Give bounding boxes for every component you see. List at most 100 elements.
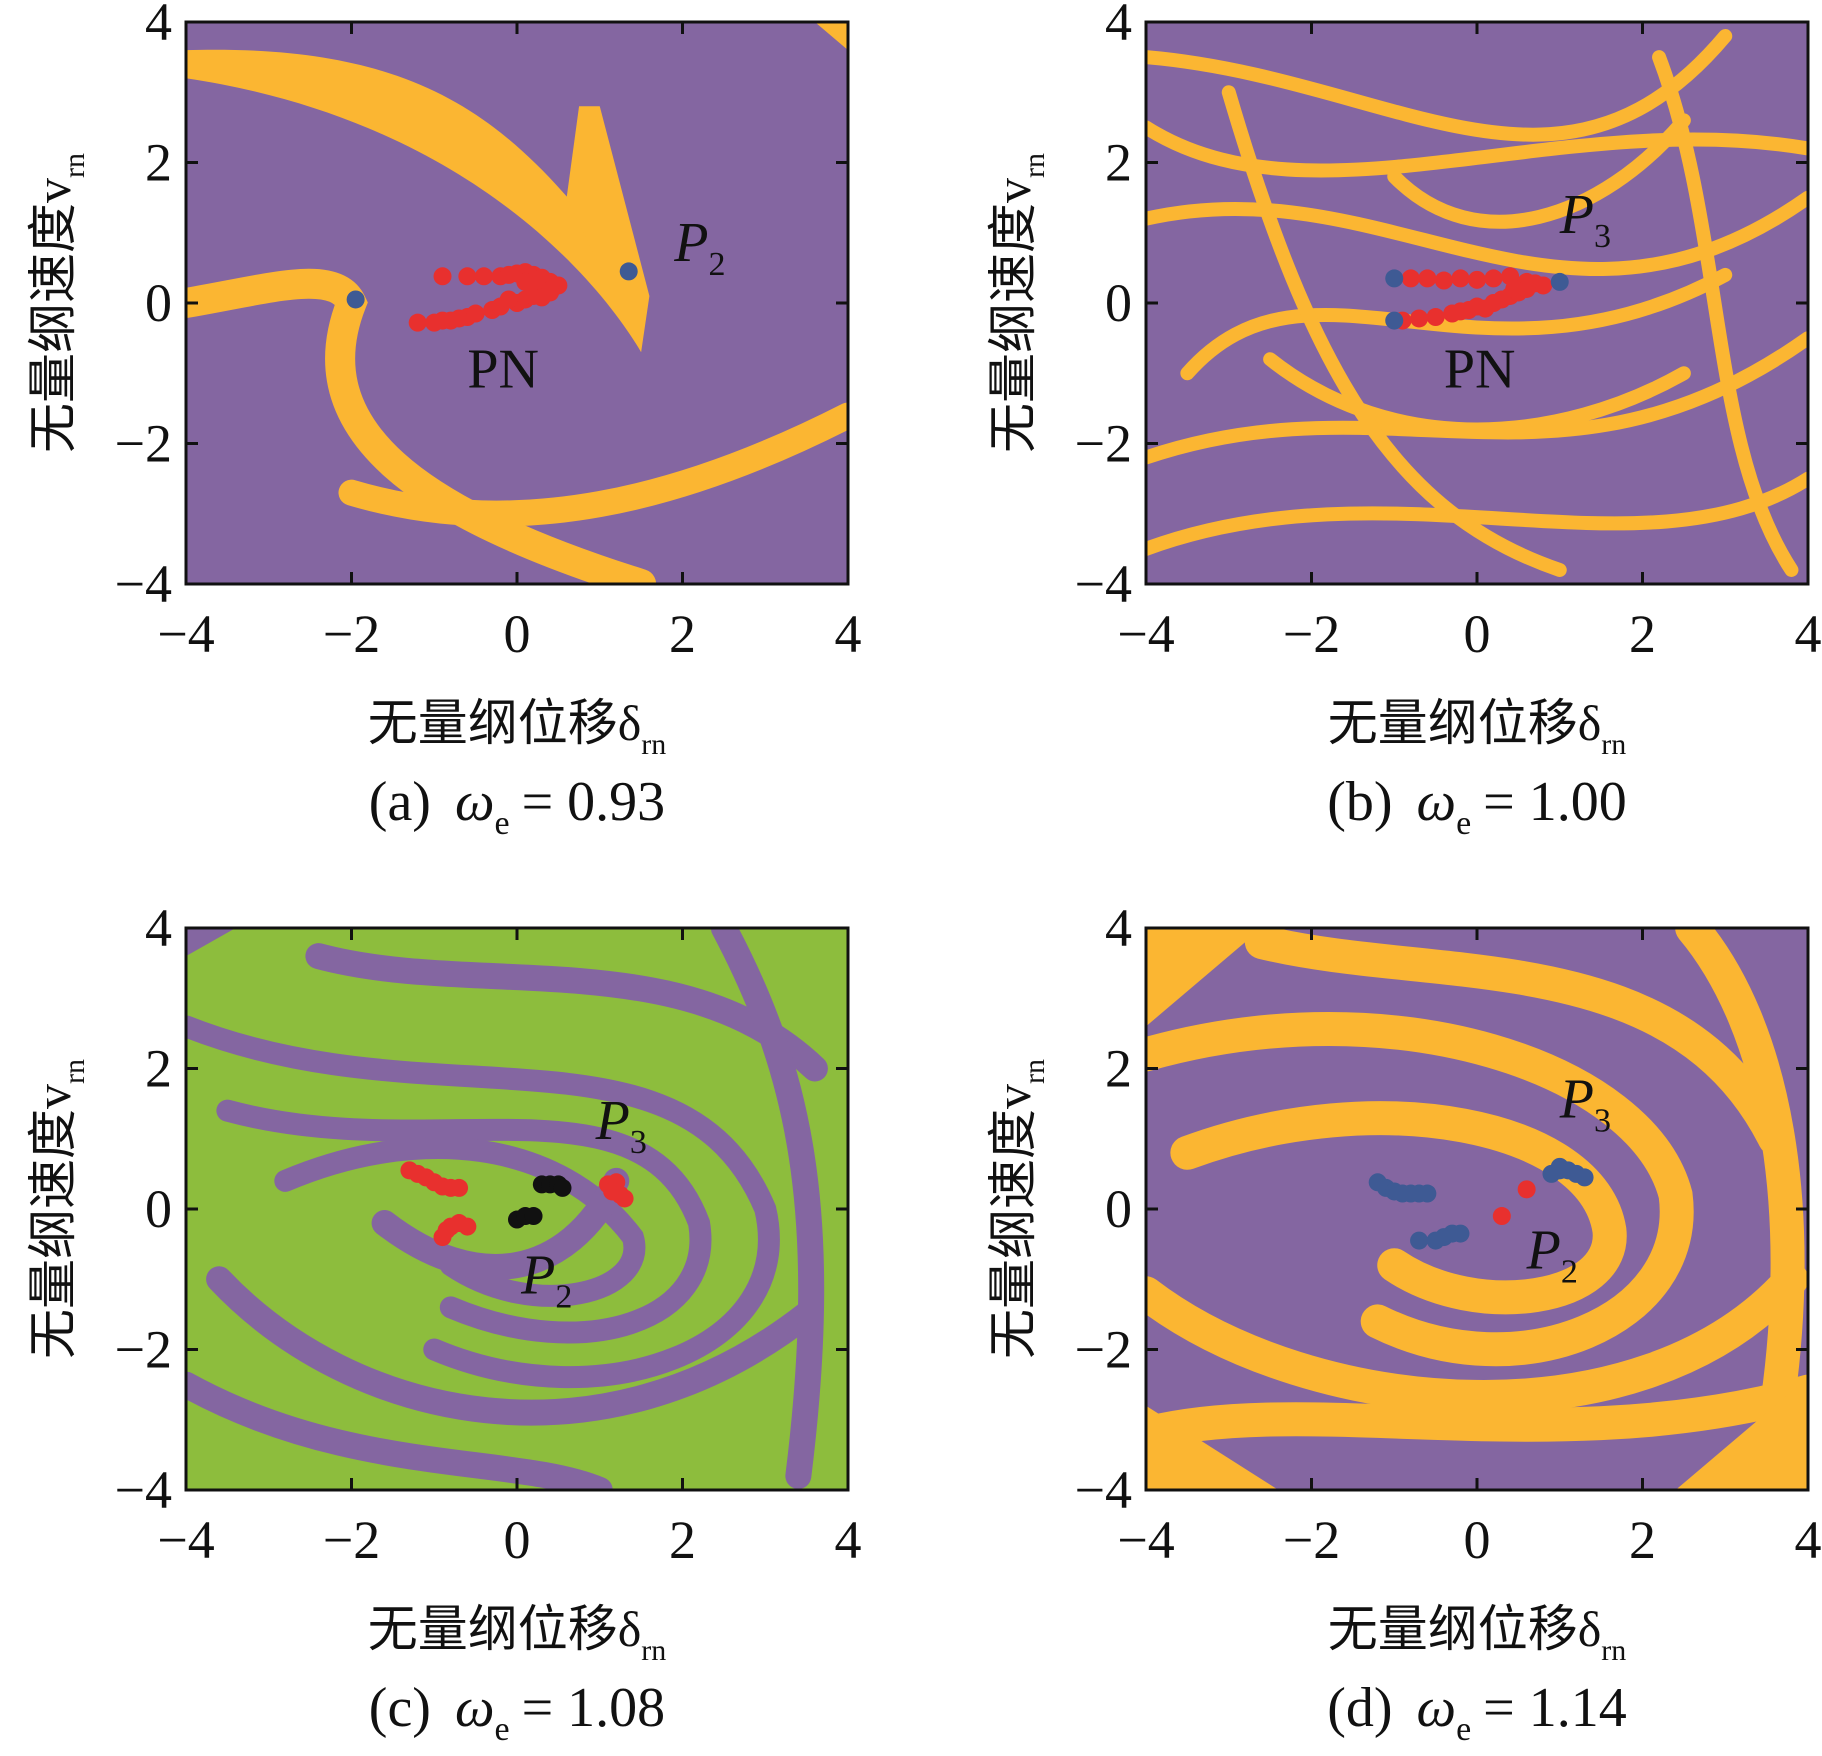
annotation-sub: 2 bbox=[1561, 1254, 1578, 1291]
annotation-main: P bbox=[520, 1244, 555, 1306]
caption-omega-sub: e bbox=[495, 805, 510, 842]
basin-band bbox=[371, 1167, 630, 1280]
x-axis-title-sub: rn bbox=[641, 1634, 666, 1667]
y-tick-label: 0 bbox=[145, 1179, 172, 1239]
data-point bbox=[1517, 1180, 1536, 1199]
x-tick-label: 4 bbox=[1795, 604, 1822, 664]
caption-omega-sub: e bbox=[1456, 805, 1471, 842]
annotation-label: P2 bbox=[673, 212, 725, 283]
plot-area bbox=[186, 928, 848, 1490]
panel-caption: (d) ωe = 1.14 bbox=[1327, 1677, 1627, 1748]
annotation-label: P3 bbox=[1559, 1069, 1611, 1140]
annotation-main: P bbox=[595, 1090, 630, 1152]
x-tick-label: −4 bbox=[1117, 604, 1174, 664]
y-axis-title: 无量纲速度vrn bbox=[25, 1059, 91, 1359]
y-axis-title-main: 无量纲速度v bbox=[985, 178, 1041, 453]
x-tick-label: 0 bbox=[504, 1510, 531, 1570]
caption-omega: ω bbox=[455, 771, 495, 833]
annotation-sub: 2 bbox=[555, 1278, 572, 1315]
data-point bbox=[474, 267, 493, 286]
caption-value: = 1.08 bbox=[522, 1677, 666, 1739]
data-point bbox=[1401, 269, 1420, 288]
data-point bbox=[466, 304, 485, 323]
y-tick-label: 2 bbox=[1105, 133, 1132, 193]
annotation-label: PN bbox=[467, 338, 539, 400]
basin-band bbox=[186, 268, 657, 584]
basin-band bbox=[1146, 29, 1733, 142]
x-axis-title: 无量纲位移δrn bbox=[1328, 1601, 1627, 1667]
data-point bbox=[450, 309, 469, 328]
panel-caption: (c) ωe = 1.08 bbox=[369, 1677, 665, 1748]
basin-region bbox=[1675, 1377, 1808, 1490]
caption-omega: ω bbox=[1417, 1677, 1457, 1739]
panel-caption: (b) ωe = 1.00 bbox=[1327, 771, 1627, 842]
basin-band bbox=[1675, 928, 1805, 1437]
x-tick-label: 4 bbox=[835, 1510, 862, 1570]
data-point bbox=[1505, 279, 1524, 298]
x-tick-label: 4 bbox=[835, 604, 862, 664]
data-point bbox=[1476, 299, 1495, 318]
basin-region bbox=[1146, 1405, 1279, 1490]
data-point bbox=[433, 267, 452, 286]
data-point bbox=[1410, 1231, 1429, 1250]
data-point bbox=[1575, 1168, 1594, 1187]
x-tick-label: 2 bbox=[1629, 604, 1656, 664]
x-axis-title: 无量纲位移δrn bbox=[368, 695, 667, 761]
annotation-label: PN bbox=[1444, 338, 1516, 400]
y-tick-label: 0 bbox=[145, 273, 172, 333]
annotation-main: PN bbox=[1444, 338, 1516, 400]
x-axis-title: 无量纲位移δrn bbox=[368, 1601, 667, 1667]
basin-band bbox=[338, 402, 848, 527]
data-point bbox=[1385, 269, 1404, 288]
data-point bbox=[458, 1217, 477, 1236]
x-tick-label: −2 bbox=[1283, 1510, 1340, 1570]
x-tick-label: 2 bbox=[669, 1510, 696, 1570]
annotation-label: P2 bbox=[1526, 1220, 1578, 1291]
annotation-main: P bbox=[1559, 1069, 1594, 1131]
data-point bbox=[346, 290, 365, 309]
data-point bbox=[1385, 311, 1404, 330]
y-tick-label: −4 bbox=[1075, 554, 1132, 614]
basin-region bbox=[566, 106, 650, 353]
y-axis-title-sub: rn bbox=[58, 153, 91, 178]
data-point bbox=[1468, 270, 1486, 289]
caption-value: = 1.14 bbox=[1483, 1677, 1627, 1739]
plot-area bbox=[186, 22, 848, 584]
annotation-main: P bbox=[673, 212, 708, 274]
x-tick-label: −2 bbox=[1283, 604, 1340, 664]
caption-label: (d) bbox=[1327, 1677, 1392, 1739]
data-point bbox=[1418, 269, 1437, 288]
data-point bbox=[1451, 269, 1470, 288]
basin-region bbox=[186, 928, 236, 957]
data-point bbox=[541, 283, 560, 302]
y-tick-label: 0 bbox=[1105, 273, 1132, 333]
annotation-sub: 3 bbox=[1594, 1103, 1611, 1140]
annotation-sub: 3 bbox=[1594, 218, 1611, 255]
data-point bbox=[1451, 302, 1470, 321]
y-tick-label: 2 bbox=[1105, 1039, 1132, 1099]
data-point bbox=[553, 1178, 572, 1197]
caption-label: (c) bbox=[369, 1677, 431, 1739]
basin-band bbox=[186, 1015, 780, 1388]
data-point bbox=[458, 267, 477, 286]
x-axis-title-sub: rn bbox=[1601, 728, 1626, 761]
basin-band bbox=[1146, 120, 1808, 178]
data-point bbox=[1451, 1224, 1470, 1243]
data-point bbox=[524, 1207, 543, 1226]
y-tick-label: −2 bbox=[1075, 414, 1132, 474]
caption-value: = 1.00 bbox=[1483, 771, 1627, 833]
annotation-main: P bbox=[1559, 184, 1594, 246]
annotation-label: P3 bbox=[1559, 184, 1611, 255]
y-tick-label: 4 bbox=[1105, 898, 1132, 958]
x-axis-title-sub: rn bbox=[1601, 1634, 1626, 1667]
annotation-main: P bbox=[1526, 1220, 1561, 1282]
caption-label: (b) bbox=[1327, 771, 1392, 833]
x-axis-title-sub: rn bbox=[641, 728, 666, 761]
y-axis-title-sub: rn bbox=[1018, 153, 1051, 178]
y-tick-label: 2 bbox=[145, 1039, 172, 1099]
y-axis-title: 无量纲速度vrn bbox=[25, 153, 91, 453]
